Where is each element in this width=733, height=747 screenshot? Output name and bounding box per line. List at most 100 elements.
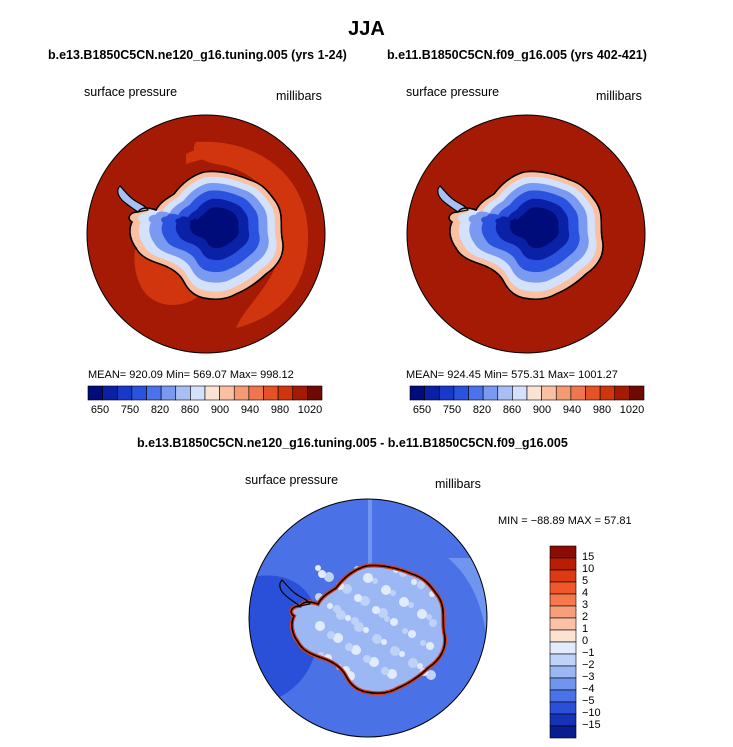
diff-colorbar — [549, 545, 577, 739]
map-border — [86, 114, 326, 354]
colorbar-tick-label: −2 — [582, 659, 595, 671]
peninsula-coastline — [117, 185, 149, 213]
diff-noise-blob — [399, 597, 409, 607]
colorbar-swatch — [87, 385, 103, 401]
diff-noise-blob — [345, 643, 353, 651]
panel1-units-label: millibars — [276, 89, 322, 103]
pressure-contour-5 — [189, 207, 239, 249]
colorbar-tick-label: 860 — [180, 404, 200, 416]
colorbar-tick-label: 980 — [592, 404, 612, 416]
diff-noise-blob — [426, 642, 434, 650]
colorbar-swatch — [190, 385, 206, 401]
colorbar-tick-label: 10 — [582, 563, 595, 575]
pressure-contour-5 — [509, 207, 559, 249]
colorbar-tick-label: 5 — [582, 575, 589, 587]
diff-noise-blob — [408, 630, 416, 638]
diff-noise-blob — [390, 646, 400, 656]
colorbar-tick-label: −15 — [582, 719, 601, 731]
diff-noise-blob — [426, 614, 432, 620]
colorbar-swatch — [599, 385, 616, 401]
colorbar-swatch — [219, 385, 235, 401]
colorbar-swatch — [555, 385, 572, 401]
colorbar-swatch — [175, 385, 191, 401]
colorbar-tick-label: −1 — [582, 647, 595, 659]
diff-variable-label: surface pressure — [245, 473, 339, 487]
diff-noise-blob — [315, 621, 325, 631]
colorbar-swatch — [549, 665, 577, 679]
colorbar-swatch — [549, 629, 577, 643]
diff-noise-blob — [345, 615, 351, 621]
diff-noise-blob — [327, 631, 335, 639]
figure-title: JJA — [348, 18, 385, 40]
panel2-variable-label: surface pressure — [406, 85, 500, 99]
colorbar-swatch — [512, 385, 528, 401]
colorbar-swatch — [248, 385, 264, 401]
ocean-ring-north — [186, 146, 254, 164]
colorbar-swatch — [277, 385, 294, 401]
diff-polar-map — [248, 498, 488, 738]
panel2-case-title: b.e11.B1850C5CN.f09_g16.005 (yrs 402-421… — [387, 48, 647, 62]
diff-noise-blob — [384, 616, 390, 622]
colorbar-swatch — [549, 725, 577, 739]
colorbar-swatch — [585, 385, 601, 401]
colorbar-swatch — [549, 641, 577, 655]
diff-noise-blob — [372, 606, 380, 614]
colorbar-swatch — [497, 385, 513, 401]
colorbar-swatch — [541, 385, 557, 401]
colorbar-swatch — [549, 677, 577, 691]
panel2-polar-map — [406, 114, 646, 354]
diff-noise-blob — [363, 573, 373, 583]
colorbar-swatch — [409, 385, 425, 401]
colorbar-tick-label: 980 — [270, 404, 290, 416]
colorbar-swatch — [549, 689, 577, 703]
diff-noise-blob — [420, 640, 426, 646]
colorbar-tick-label: −4 — [582, 683, 595, 695]
map-border — [248, 498, 488, 738]
diff-stats: MIN = −88.89 MAX = 57.81 — [498, 515, 632, 527]
colorbar-swatch — [570, 385, 586, 401]
diff-noise-blob — [381, 585, 391, 595]
diff-noise-blob — [369, 657, 379, 667]
colorbar-swatch — [614, 385, 630, 401]
colorbar-swatch — [146, 385, 162, 401]
peninsula-coastline — [279, 579, 311, 607]
diff-noise-blob — [363, 627, 369, 633]
panel1-case-title: b.e13.B1850C5CN.ne120_g16.tuning.005 (yr… — [48, 48, 347, 62]
peninsula-coastline — [437, 185, 469, 213]
map-border — [406, 114, 646, 354]
panel1-colorbar — [87, 385, 323, 401]
colorbar-tick-label: 3 — [582, 599, 589, 611]
colorbar-swatch — [307, 385, 323, 401]
diff-noise-blob — [402, 628, 408, 634]
diff-noise-blob — [342, 584, 352, 594]
diff-noise-blob — [318, 570, 326, 578]
panel1-variable-label: surface pressure — [84, 85, 178, 99]
colorbar-tick-label: −10 — [582, 707, 601, 719]
colorbar-tick-label: 940 — [562, 404, 582, 416]
colorbar-tick-label: 1 — [582, 623, 589, 635]
colorbar-swatch — [116, 385, 133, 401]
colorbar-swatch — [263, 385, 279, 401]
diff-noise-blob — [360, 596, 370, 606]
colorbar-swatch — [482, 385, 499, 401]
colorbar-tick-label: 820 — [150, 404, 170, 416]
colorbar-swatch — [292, 385, 308, 401]
colorbar-tick-label: 650 — [412, 404, 432, 416]
colorbar-swatch — [549, 569, 577, 583]
colorbar-swatch — [424, 385, 440, 401]
coastline — [290, 564, 446, 694]
diff-noise-blob — [429, 619, 437, 627]
colorbar-tick-label: 750 — [442, 404, 462, 416]
colorbar-swatch — [160, 385, 177, 401]
diff-noise-blob — [417, 663, 423, 669]
diff-noise-blob — [372, 578, 378, 584]
colorbar-tick-label: −3 — [582, 671, 595, 683]
diff-noise-blob — [351, 645, 361, 655]
map-field — [249, 499, 487, 737]
colorbar-tick-label: 2 — [582, 611, 589, 623]
colorbar-swatch — [438, 385, 455, 401]
colorbar-tick-label: 750 — [120, 404, 140, 416]
diff-noise-blob — [390, 618, 398, 626]
colorbar-tick-label: 1020 — [297, 404, 323, 416]
diff-noise-blob — [324, 572, 334, 582]
